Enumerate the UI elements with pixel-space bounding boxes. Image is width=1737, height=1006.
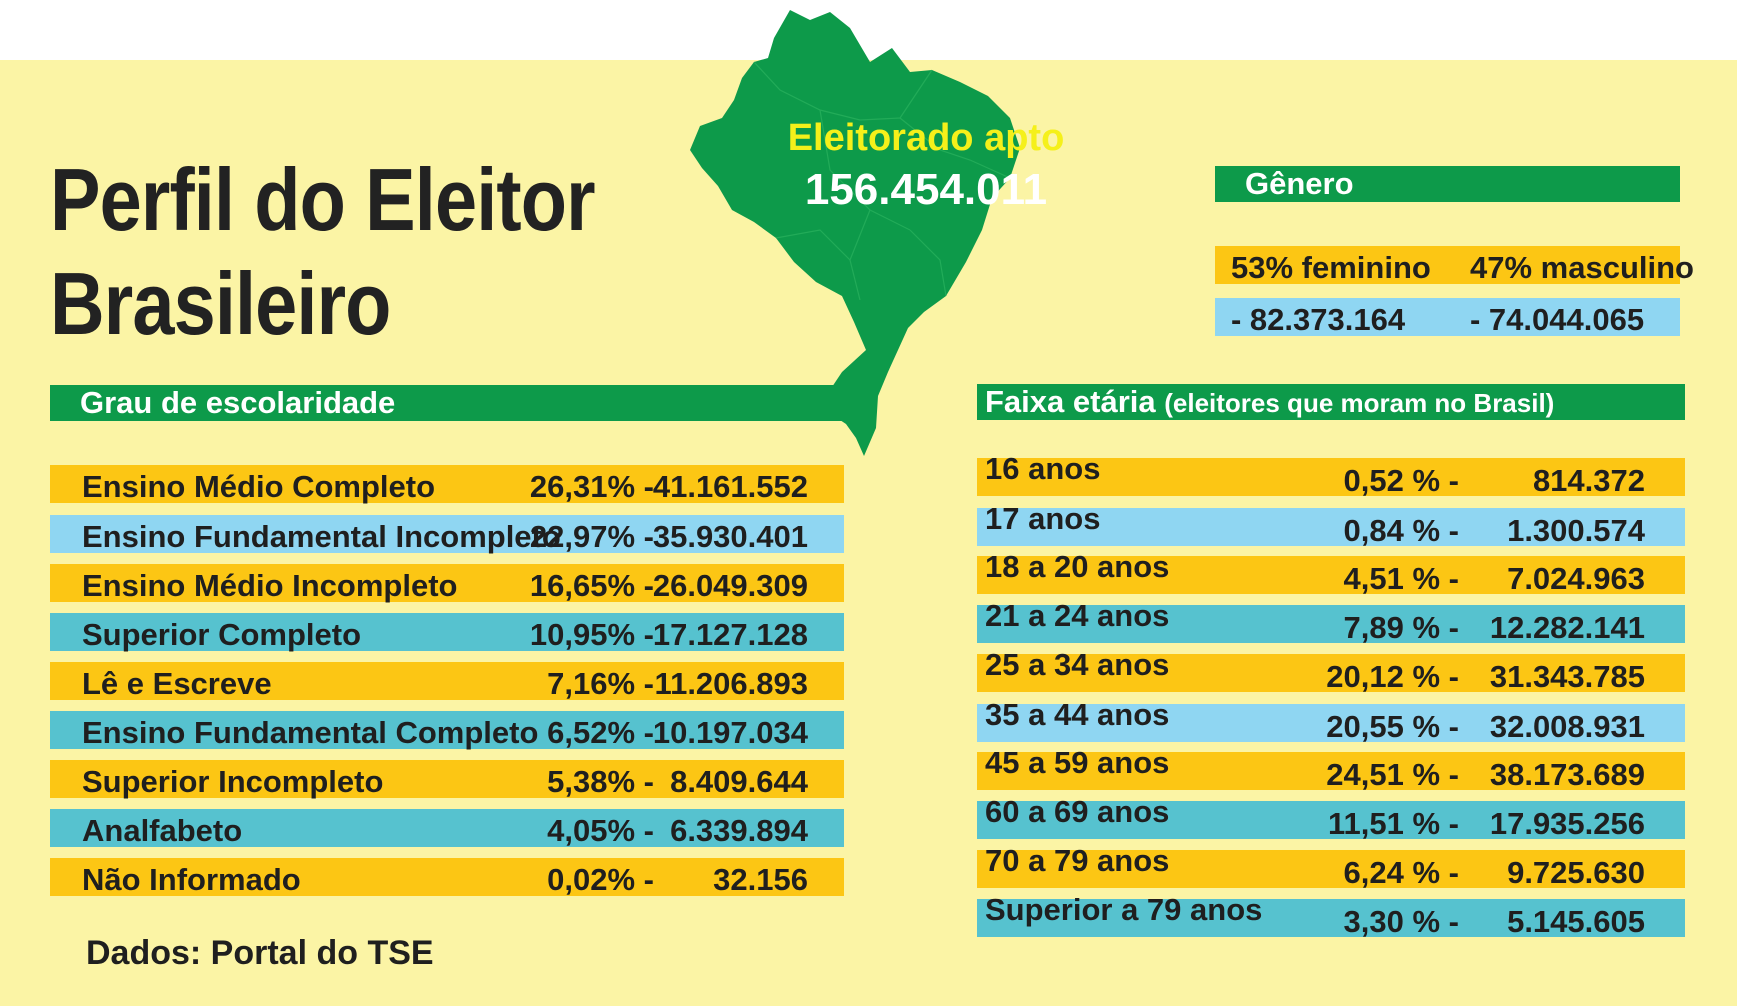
education-label: Analfabeto bbox=[82, 813, 243, 848]
education-percent: 5,38% - bbox=[547, 764, 654, 799]
age-percent: 7,89 % - bbox=[1343, 610, 1459, 645]
title-line-2: Brasileiro bbox=[50, 254, 391, 353]
gender-masculino-count: - 74.044.065 bbox=[1470, 302, 1645, 337]
education-row: Ensino Fundamental Completo 6,52% -10.197… bbox=[50, 711, 844, 750]
education-percent: 16,65% - bbox=[529, 568, 654, 603]
age-label: 45 a 59 anos bbox=[985, 745, 1170, 780]
gender-feminino-label: 53% feminino bbox=[1231, 250, 1431, 285]
education-count: 32.156 bbox=[713, 862, 808, 897]
age-percent: 4,51 % - bbox=[1343, 561, 1459, 596]
education-count: 41.161.552 bbox=[652, 469, 808, 504]
education-percent: 7,16% - bbox=[547, 666, 654, 701]
education-count: 11.206.893 bbox=[654, 666, 808, 701]
education-row: Não Informado 0,02% - 32.156 bbox=[50, 858, 844, 897]
education-count: 6.339.894 bbox=[670, 813, 808, 848]
education-row: Ensino Médio Incompleto 16,65% -26.049.30… bbox=[50, 564, 844, 603]
age-label: Superior a 79 anos bbox=[985, 892, 1263, 927]
age-count: 9.725.630 bbox=[1507, 855, 1645, 890]
age-row: 17 anos 0,84 % - 1.300.574 bbox=[977, 501, 1685, 548]
education-heading: Grau de escolaridade bbox=[80, 385, 396, 420]
age-percent: 0,52 % - bbox=[1343, 463, 1459, 498]
education-label: Ensino Fundamental Incompleto bbox=[82, 519, 561, 554]
map-state-borders bbox=[753, 61, 1011, 301]
age-count: 1.300.574 bbox=[1507, 513, 1645, 548]
age-percent: 0,84 % - bbox=[1343, 513, 1459, 548]
age-percent: 24,51 % - bbox=[1326, 757, 1459, 792]
data-source: Dados: Portal do TSE bbox=[86, 934, 434, 972]
age-percent: 20,55 % - bbox=[1326, 709, 1459, 744]
education-count: 35.930.401 bbox=[652, 519, 808, 554]
age-count: 12.282.141 bbox=[1489, 610, 1645, 645]
map-label-title: Eleitorado apto bbox=[788, 117, 1065, 159]
gender-feminino-count: - 82.373.164 bbox=[1231, 302, 1406, 337]
age-percent: 20,12 % - bbox=[1326, 659, 1459, 694]
education-label: Superior Completo bbox=[82, 617, 362, 652]
map-label-total: 156.454.011 bbox=[805, 165, 1047, 214]
age-row: 21 a 24 anos 7,89 % - 12.282.141 bbox=[977, 598, 1685, 645]
age-row: 18 a 20 anos 4,51 % - 7.024.963 bbox=[977, 549, 1685, 596]
age-count: 814.372 bbox=[1532, 463, 1645, 498]
age-count: 7.024.963 bbox=[1507, 561, 1645, 596]
age-heading: Faixa etária bbox=[985, 384, 1156, 419]
education-count: 10.197.034 bbox=[652, 715, 808, 750]
gender-row-count: - 82.373.164 - 74.044.065 bbox=[1215, 298, 1680, 337]
education-percent: 0,02% - bbox=[547, 862, 654, 897]
education-label: Ensino Fundamental Completo bbox=[82, 715, 539, 750]
gender-row-pct: 53% feminino 47% masculino bbox=[1215, 246, 1694, 285]
age-count: 31.343.785 bbox=[1489, 659, 1645, 694]
age-label: 35 a 44 anos bbox=[985, 697, 1170, 732]
age-count: 17.935.256 bbox=[1489, 806, 1645, 841]
education-percent: 10,95% - bbox=[529, 617, 654, 652]
age-row: 60 a 69 anos 11,51 % - 17.935.256 bbox=[977, 794, 1685, 841]
age-row: 25 a 34 anos 20,12 % - 31.343.785 bbox=[977, 647, 1685, 694]
education-row: Superior Incompleto 5,38% - 8.409.644 bbox=[50, 760, 844, 799]
education-row: Superior Completo 10,95% -17.127.128 bbox=[50, 613, 844, 652]
education-row: Lê e Escreve 7,16% -11.206.893 bbox=[50, 662, 844, 701]
gender-heading: Gênero bbox=[1245, 166, 1354, 201]
education-percent: 6,52% - bbox=[547, 715, 654, 750]
age-label: 18 a 20 anos bbox=[985, 549, 1170, 584]
education-label: Superior Incompleto bbox=[82, 764, 384, 799]
age-header: Faixa etária (eleitores que moram no Bra… bbox=[977, 384, 1685, 420]
education-percent: 4,05% - bbox=[547, 813, 654, 848]
age-heading-note: (eleitores que moram no Brasil) bbox=[1164, 388, 1555, 418]
education-row: Analfabeto 4,05% - 6.339.894 bbox=[50, 809, 844, 848]
age-percent: 6,24 % - bbox=[1343, 855, 1459, 890]
page-title: Perfil do Eleitor Brasileiro bbox=[50, 148, 652, 356]
education-row: Ensino Fundamental Incompleto 22,97% -35.… bbox=[50, 515, 844, 554]
title-line-1: Perfil do Eleitor bbox=[50, 150, 596, 249]
education-header: Grau de escolaridade bbox=[50, 385, 844, 421]
age-count: 38.173.689 bbox=[1489, 757, 1645, 792]
age-percent: 11,51 % - bbox=[1328, 806, 1459, 841]
education-count: 26.049.309 bbox=[652, 568, 808, 603]
education-label: Não Informado bbox=[82, 862, 301, 897]
age-label: 60 a 69 anos bbox=[985, 794, 1170, 829]
age-percent: 3,30 % - bbox=[1343, 904, 1459, 939]
brazil-map-shape bbox=[690, 10, 1020, 456]
education-count: 8.409.644 bbox=[670, 764, 808, 799]
education-count: 17.127.128 bbox=[652, 617, 808, 652]
education-percent: 22,97% - bbox=[529, 519, 654, 554]
age-row: 16 anos 0,52 % - 814.372 bbox=[977, 451, 1685, 498]
brazil-map: Eleitorado apto 156.454.011 bbox=[690, 10, 1065, 456]
age-count: 5.145.605 bbox=[1507, 904, 1645, 939]
gender-header: Gênero bbox=[1215, 166, 1680, 202]
age-label: 70 a 79 anos bbox=[985, 843, 1170, 878]
age-label: 21 a 24 anos bbox=[985, 598, 1170, 633]
education-label: Lê e Escreve bbox=[82, 666, 272, 701]
education-percent: 26,31% - bbox=[529, 469, 654, 504]
age-row: Superior a 79 anos 3,30 % - 5.145.605 bbox=[977, 892, 1685, 939]
age-row: 70 a 79 anos 6,24 % - 9.725.630 bbox=[977, 843, 1685, 890]
age-label: 16 anos bbox=[985, 451, 1101, 486]
education-label: Ensino Médio Incompleto bbox=[82, 568, 458, 603]
gender-masculino-label: 47% masculino bbox=[1470, 250, 1694, 285]
age-label: 25 a 34 anos bbox=[985, 647, 1170, 682]
education-row: Ensino Médio Completo 26,31% -41.161.552 bbox=[50, 465, 844, 504]
age-count: 32.008.931 bbox=[1489, 709, 1645, 744]
education-label: Ensino Médio Completo bbox=[82, 469, 436, 504]
age-row: 35 a 44 anos 20,55 % - 32.008.931 bbox=[977, 697, 1685, 744]
age-row: 45 a 59 anos 24,51 % - 38.173.689 bbox=[977, 745, 1685, 792]
age-label: 17 anos bbox=[985, 501, 1101, 536]
